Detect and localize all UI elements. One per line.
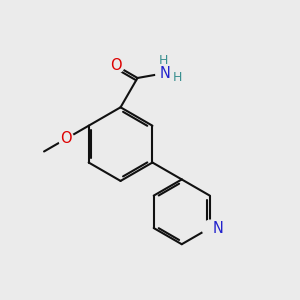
- Text: O: O: [110, 58, 122, 73]
- Text: N: N: [160, 66, 170, 81]
- Text: O: O: [60, 131, 71, 146]
- Text: N: N: [213, 220, 224, 236]
- Text: H: H: [159, 54, 168, 67]
- Text: H: H: [173, 71, 182, 84]
